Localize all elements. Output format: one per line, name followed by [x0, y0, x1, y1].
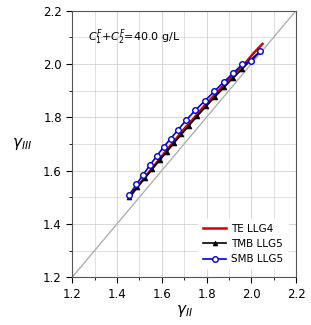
TMB LLG5 [165, 150, 169, 154]
TMB LLG5 [151, 167, 154, 171]
TMB LLG5 [172, 141, 176, 145]
TE LLG4 [159, 156, 163, 160]
SMB LLG5 [193, 108, 197, 112]
Text: $C_1^F$+$C_2^F$=40.0 g/L: $C_1^F$+$C_2^F$=40.0 g/L [88, 28, 180, 47]
TMB LLG5 [231, 76, 235, 80]
TMB LLG5 [135, 186, 139, 189]
SMB LLG5 [155, 154, 159, 158]
TE LLG4 [217, 89, 221, 93]
TE LLG4 [135, 185, 139, 189]
TMB LLG5 [204, 104, 208, 108]
TE LLG4 [191, 117, 195, 121]
TE LLG4 [226, 79, 230, 83]
TMB LLG5 [158, 159, 161, 162]
TMB LLG5 [240, 67, 244, 71]
X-axis label: $\gamma_{II}$: $\gamma_{II}$ [176, 304, 193, 319]
TMB LLG5 [143, 176, 147, 180]
SMB LLG5 [240, 62, 244, 66]
TE LLG4 [174, 136, 178, 140]
SMB LLG5 [222, 80, 226, 84]
TE LLG4 [199, 108, 203, 112]
SMB LLG5 [249, 59, 253, 63]
TE LLG4 [208, 98, 212, 102]
SMB LLG5 [169, 136, 173, 140]
SMB LLG5 [135, 183, 138, 187]
TE LLG4 [143, 175, 147, 179]
TE LLG4 [128, 195, 131, 199]
TE LLG4 [252, 51, 255, 55]
Line: SMB LLG5: SMB LLG5 [127, 48, 263, 197]
TE LLG4 [244, 60, 248, 64]
TMB LLG5 [222, 85, 226, 89]
TMB LLG5 [187, 124, 191, 127]
TE LLG4 [235, 70, 239, 73]
Y-axis label: $\gamma_{III}$: $\gamma_{III}$ [12, 136, 32, 152]
TE LLG4 [261, 42, 264, 46]
TE LLG4 [182, 127, 186, 131]
SMB LLG5 [141, 173, 145, 176]
TMB LLG5 [179, 132, 183, 136]
SMB LLG5 [162, 145, 165, 149]
TE LLG4 [167, 146, 170, 150]
TMB LLG5 [258, 49, 262, 53]
TMB LLG5 [213, 95, 217, 99]
TMB LLG5 [128, 195, 131, 199]
SMB LLG5 [184, 118, 188, 122]
SMB LLG5 [212, 89, 216, 93]
Line: TMB LLG5: TMB LLG5 [127, 49, 263, 200]
SMB LLG5 [203, 99, 207, 103]
SMB LLG5 [231, 71, 235, 75]
Line: TE LLG4: TE LLG4 [129, 44, 262, 197]
TMB LLG5 [249, 58, 253, 62]
SMB LLG5 [176, 127, 180, 131]
TE LLG4 [151, 165, 155, 169]
Legend: TE LLG4, TMB LLG5, SMB LLG5: TE LLG4, TMB LLG5, SMB LLG5 [198, 218, 289, 269]
SMB LLG5 [258, 49, 262, 53]
SMB LLG5 [148, 163, 152, 167]
SMB LLG5 [128, 193, 131, 197]
TMB LLG5 [195, 114, 199, 118]
